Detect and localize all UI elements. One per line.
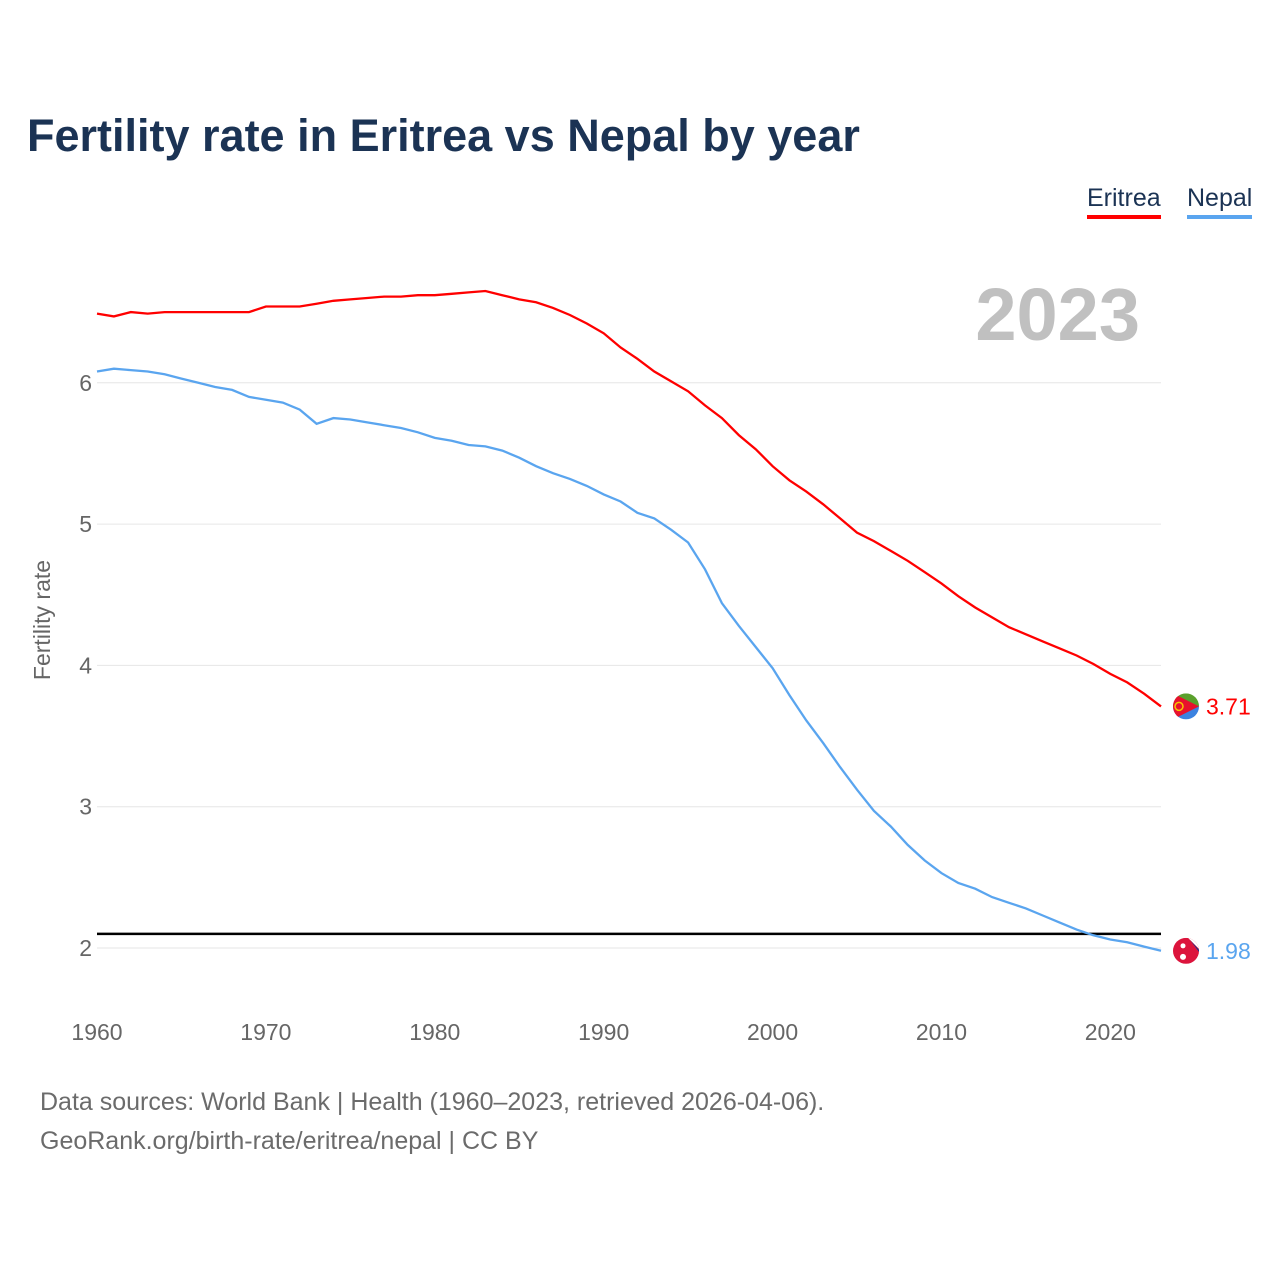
chart-title: Fertility rate in Eritrea vs Nepal by ye… — [27, 110, 860, 161]
flag-nepal-icon — [1173, 937, 1199, 964]
y-tick-label: 5 — [79, 511, 92, 537]
y-axis-label: Fertility rate — [29, 560, 55, 680]
y-tick-label: 2 — [79, 935, 92, 961]
legend-nepal[interactable]: Nepal — [1187, 184, 1253, 219]
x-tick-label: 1980 — [409, 1019, 460, 1045]
y-tick-label: 3 — [79, 794, 92, 820]
end-value-label-eritrea: 3.71 — [1206, 693, 1251, 719]
current-year-label: 2023 — [975, 273, 1140, 356]
series-line-eritrea[interactable] — [96, 289, 1162, 708]
x-tick-label: 1990 — [578, 1019, 629, 1045]
y-tick-label: 6 — [79, 370, 92, 396]
x-tick-label: 2000 — [747, 1019, 798, 1045]
legend-eritrea[interactable]: Eritrea — [1087, 184, 1161, 219]
x-tick-label: 1960 — [71, 1019, 122, 1045]
x-tick-label: 1970 — [240, 1019, 291, 1045]
end-value-label-nepal: 1.98 — [1206, 938, 1251, 964]
series-line-nepal[interactable] — [96, 367, 1162, 952]
x-tick-label: 2020 — [1085, 1019, 1136, 1045]
x-tick-label: 2010 — [916, 1019, 967, 1045]
credit-link[interactable]: GeoRank.org/birth-rate/eritrea/nepal | C… — [40, 1127, 539, 1155]
data-sources: Data sources: World Bank | Health (1960–… — [40, 1088, 825, 1116]
flag-eritrea-icon — [1173, 693, 1199, 720]
y-tick-label: 4 — [79, 652, 92, 678]
